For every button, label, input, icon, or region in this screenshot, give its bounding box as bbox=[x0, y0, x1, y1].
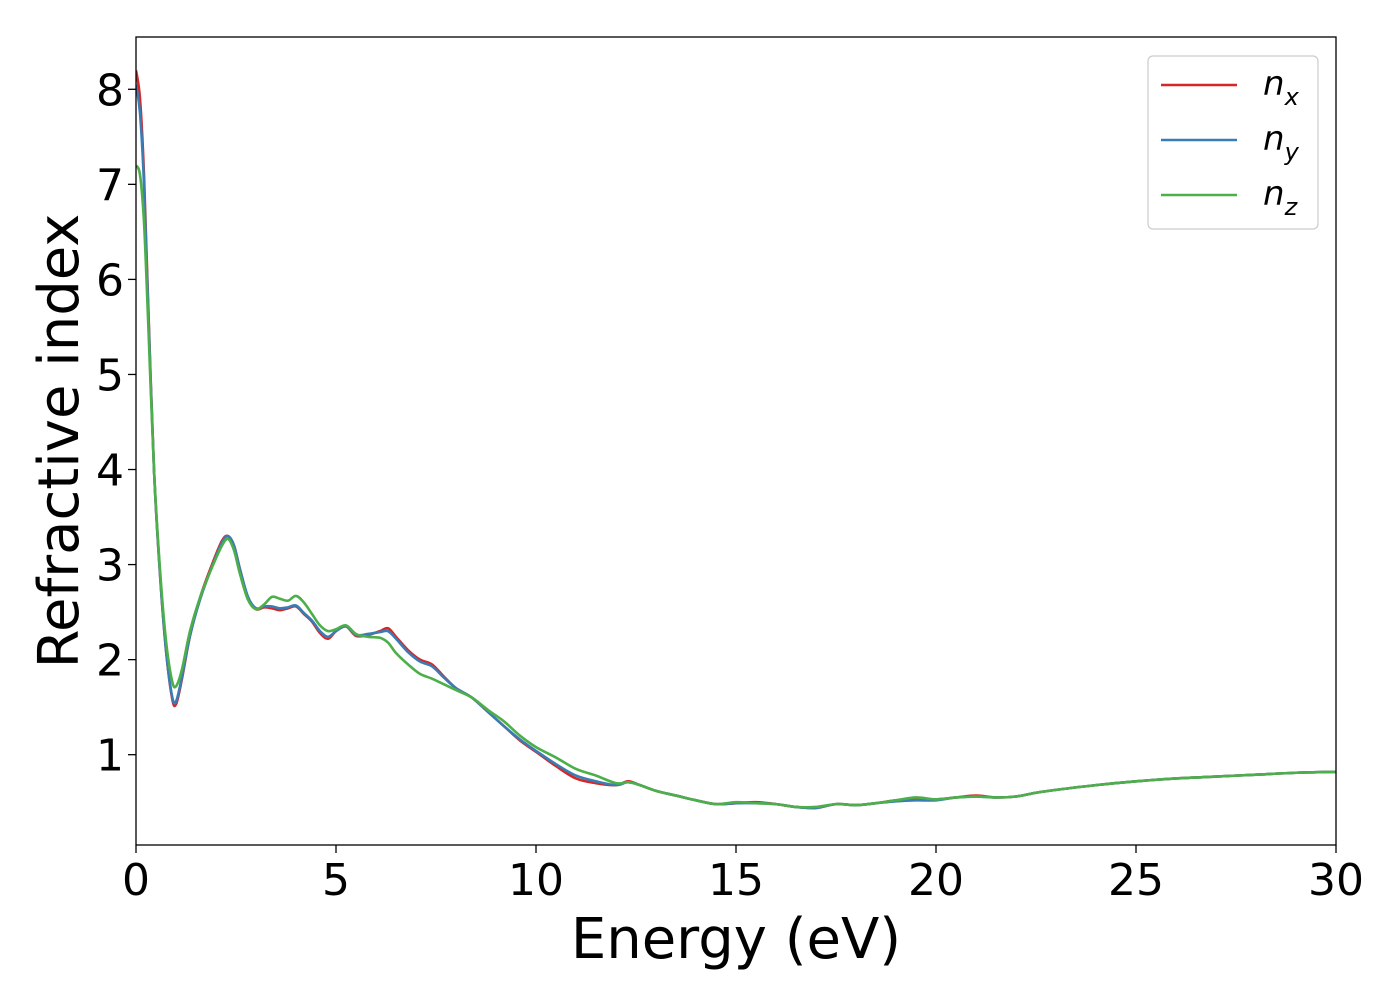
plot-lines bbox=[136, 70, 1336, 810]
legend-label-main: n bbox=[1263, 174, 1285, 214]
x-tick-label: 0 bbox=[122, 855, 150, 906]
x-tick-label: 20 bbox=[908, 855, 964, 906]
y-tick-label: 4 bbox=[96, 446, 124, 497]
legend-label-nx: nx bbox=[1263, 64, 1300, 111]
x-tick-label: 5 bbox=[322, 855, 350, 906]
legend-label-subscript: y bbox=[1284, 138, 1300, 166]
x-tick-label: 30 bbox=[1308, 855, 1364, 906]
y-axis-ticks: 1 2 3 4 5 6 7 8 bbox=[96, 65, 136, 782]
y-tick-label: 1 bbox=[96, 731, 124, 782]
legend-label-subscript: x bbox=[1284, 83, 1300, 111]
y-tick-label: 2 bbox=[96, 636, 124, 687]
legend-label-main: n bbox=[1263, 64, 1285, 104]
legend-label-main: n bbox=[1263, 119, 1285, 159]
x-tick-label: 25 bbox=[1108, 855, 1164, 906]
x-axis-ticks: 0 5 10 15 20 25 30 bbox=[122, 845, 1364, 906]
x-tick-label: 15 bbox=[708, 855, 764, 906]
x-tick-label: 10 bbox=[508, 855, 564, 906]
legend-label-ny: ny bbox=[1263, 119, 1300, 166]
series-line-nz bbox=[136, 164, 1336, 809]
legend-label-subscript: z bbox=[1284, 193, 1299, 221]
y-tick-label: 6 bbox=[96, 255, 124, 306]
x-axis-label: Energy (eV) bbox=[571, 907, 901, 972]
y-axis-label: Refractive index bbox=[27, 214, 92, 669]
y-tick-label: 3 bbox=[96, 541, 124, 592]
legend-label-nz: nz bbox=[1263, 174, 1299, 221]
y-tick-label: 5 bbox=[96, 350, 124, 401]
legend-box bbox=[1147, 55, 1319, 230]
y-tick-label: 7 bbox=[96, 160, 124, 211]
y-tick-label: 8 bbox=[96, 65, 124, 116]
